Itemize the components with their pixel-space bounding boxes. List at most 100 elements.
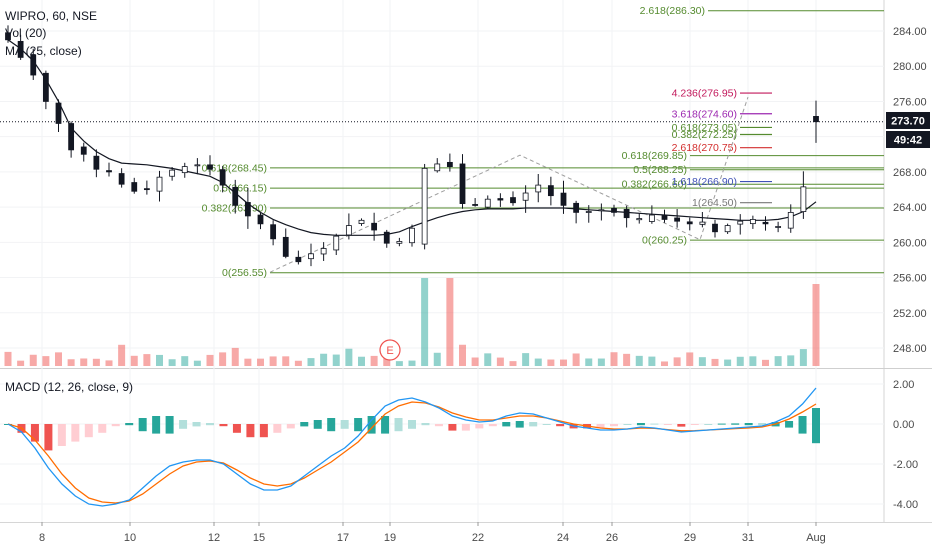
fib-extension-label: 0.382(272.25) — [672, 129, 737, 141]
candle-body[interactable] — [207, 164, 213, 170]
earnings-event-icon[interactable] — [379, 339, 401, 361]
candle-body[interactable] — [686, 221, 693, 225]
volume-bar — [193, 360, 201, 366]
candle-body[interactable] — [699, 221, 706, 225]
candle-body[interactable] — [156, 176, 163, 192]
candle-body[interactable] — [813, 116, 819, 123]
candle-body[interactable] — [775, 226, 782, 228]
price-axis-label: 264.00 — [893, 202, 927, 214]
candle-body[interactable] — [800, 186, 807, 213]
macd-histogram-bar — [98, 424, 107, 433]
candle-body[interactable] — [257, 214, 264, 225]
candle-body[interactable] — [661, 215, 668, 220]
candle-body[interactable] — [131, 182, 138, 192]
candle-body[interactable] — [648, 214, 655, 222]
candle-body[interactable] — [787, 211, 794, 229]
candle-body[interactable] — [434, 163, 441, 172]
candle-body[interactable] — [446, 161, 453, 168]
candle-body[interactable] — [55, 102, 62, 124]
ma-legend[interactable]: MA (25, close) — [5, 44, 82, 58]
candle-body[interactable] — [522, 192, 529, 201]
candle-body[interactable] — [169, 169, 176, 177]
candle-body[interactable] — [358, 219, 365, 224]
candle-body[interactable] — [282, 236, 289, 257]
candle-body[interactable] — [598, 209, 605, 212]
candle-body[interactable] — [194, 164, 201, 167]
candle-body[interactable] — [106, 170, 112, 173]
candle-body[interactable] — [510, 197, 516, 204]
candle-body[interactable] — [5, 32, 11, 41]
candle-body[interactable] — [636, 218, 643, 221]
volume-bar — [661, 361, 668, 366]
candle-body[interactable] — [17, 40, 24, 58]
volume-bar — [294, 360, 302, 366]
volume-bar — [623, 353, 631, 366]
macd-line — [7, 387, 817, 507]
candle-body[interactable] — [181, 166, 188, 174]
candle-body[interactable] — [396, 241, 403, 244]
macd-legend[interactable]: MACD (12, 26, close, 9) — [5, 380, 133, 394]
candle-body[interactable] — [93, 155, 100, 170]
candle-body[interactable] — [270, 224, 277, 240]
candle-body[interactable] — [232, 186, 239, 206]
candle-body[interactable] — [371, 222, 378, 231]
volume-bar — [433, 352, 441, 366]
candle-body[interactable] — [421, 167, 428, 245]
volume-bar — [143, 354, 151, 366]
candle-body[interactable] — [244, 202, 251, 217]
candle-body[interactable] — [585, 211, 592, 213]
volume-bar — [370, 355, 378, 366]
candle-body[interactable] — [472, 204, 479, 206]
candle-body[interactable] — [320, 248, 327, 255]
candle-body[interactable] — [737, 220, 744, 225]
macd-histogram-bar — [259, 424, 268, 438]
candle-body[interactable] — [674, 217, 681, 222]
candle-body[interactable] — [484, 198, 491, 208]
volume-legend[interactable]: Vol (20) — [5, 26, 46, 40]
candle-body[interactable] — [143, 188, 150, 191]
candle-body[interactable] — [560, 192, 567, 206]
volume-bar — [749, 356, 757, 366]
macd-pane[interactable] — [4, 387, 820, 507]
candle-body[interactable] — [535, 184, 542, 193]
candle-body[interactable] — [623, 208, 630, 219]
fib-extension-label: 3.618(274.60) — [672, 108, 737, 120]
candle-body[interactable] — [118, 173, 125, 185]
candle-body[interactable] — [333, 235, 340, 251]
candle-body[interactable] — [749, 219, 756, 225]
candle-body[interactable] — [724, 225, 731, 233]
macd-histogram-bar — [556, 424, 565, 427]
candle-body[interactable] — [30, 54, 37, 76]
volume-bar — [80, 358, 88, 366]
candle-body[interactable] — [80, 146, 87, 155]
candle-body[interactable] — [42, 72, 49, 102]
fibonacci-tools[interactable]: 0(256.55)0.382(263.90)0.5(266.15)0.618(2… — [0, 5, 884, 279]
macd-histogram-bar — [394, 418, 403, 432]
volume-bar — [219, 352, 227, 366]
macd-histogram-bar — [300, 422, 309, 427]
candle-body[interactable] — [459, 163, 466, 204]
candle-body[interactable] — [573, 202, 580, 213]
candle-body[interactable] — [409, 227, 415, 244]
macd-histogram-bar — [84, 424, 93, 438]
candle-body[interactable] — [383, 231, 390, 244]
candle-body[interactable] — [219, 169, 226, 186]
candle-body[interactable] — [68, 123, 75, 151]
candle-body[interactable] — [547, 185, 554, 197]
candle-body[interactable] — [345, 225, 352, 236]
volume-bar — [383, 358, 391, 366]
volume-bar — [92, 358, 100, 366]
macd-histogram-bar — [381, 416, 390, 434]
candle-body[interactable] — [497, 198, 504, 201]
candle-body[interactable] — [308, 253, 314, 260]
candle-body[interactable] — [611, 207, 617, 213]
fib-retracement-label: 2.618(286.30) — [640, 5, 705, 17]
candle-body[interactable] — [712, 223, 718, 233]
symbol-title[interactable]: WIPRO, 60, NSE — [5, 9, 97, 23]
volume-bar — [698, 357, 706, 366]
candle-body[interactable] — [295, 256, 302, 263]
candle-body[interactable] — [762, 221, 769, 225]
candlesticks[interactable] — [5, 25, 819, 267]
